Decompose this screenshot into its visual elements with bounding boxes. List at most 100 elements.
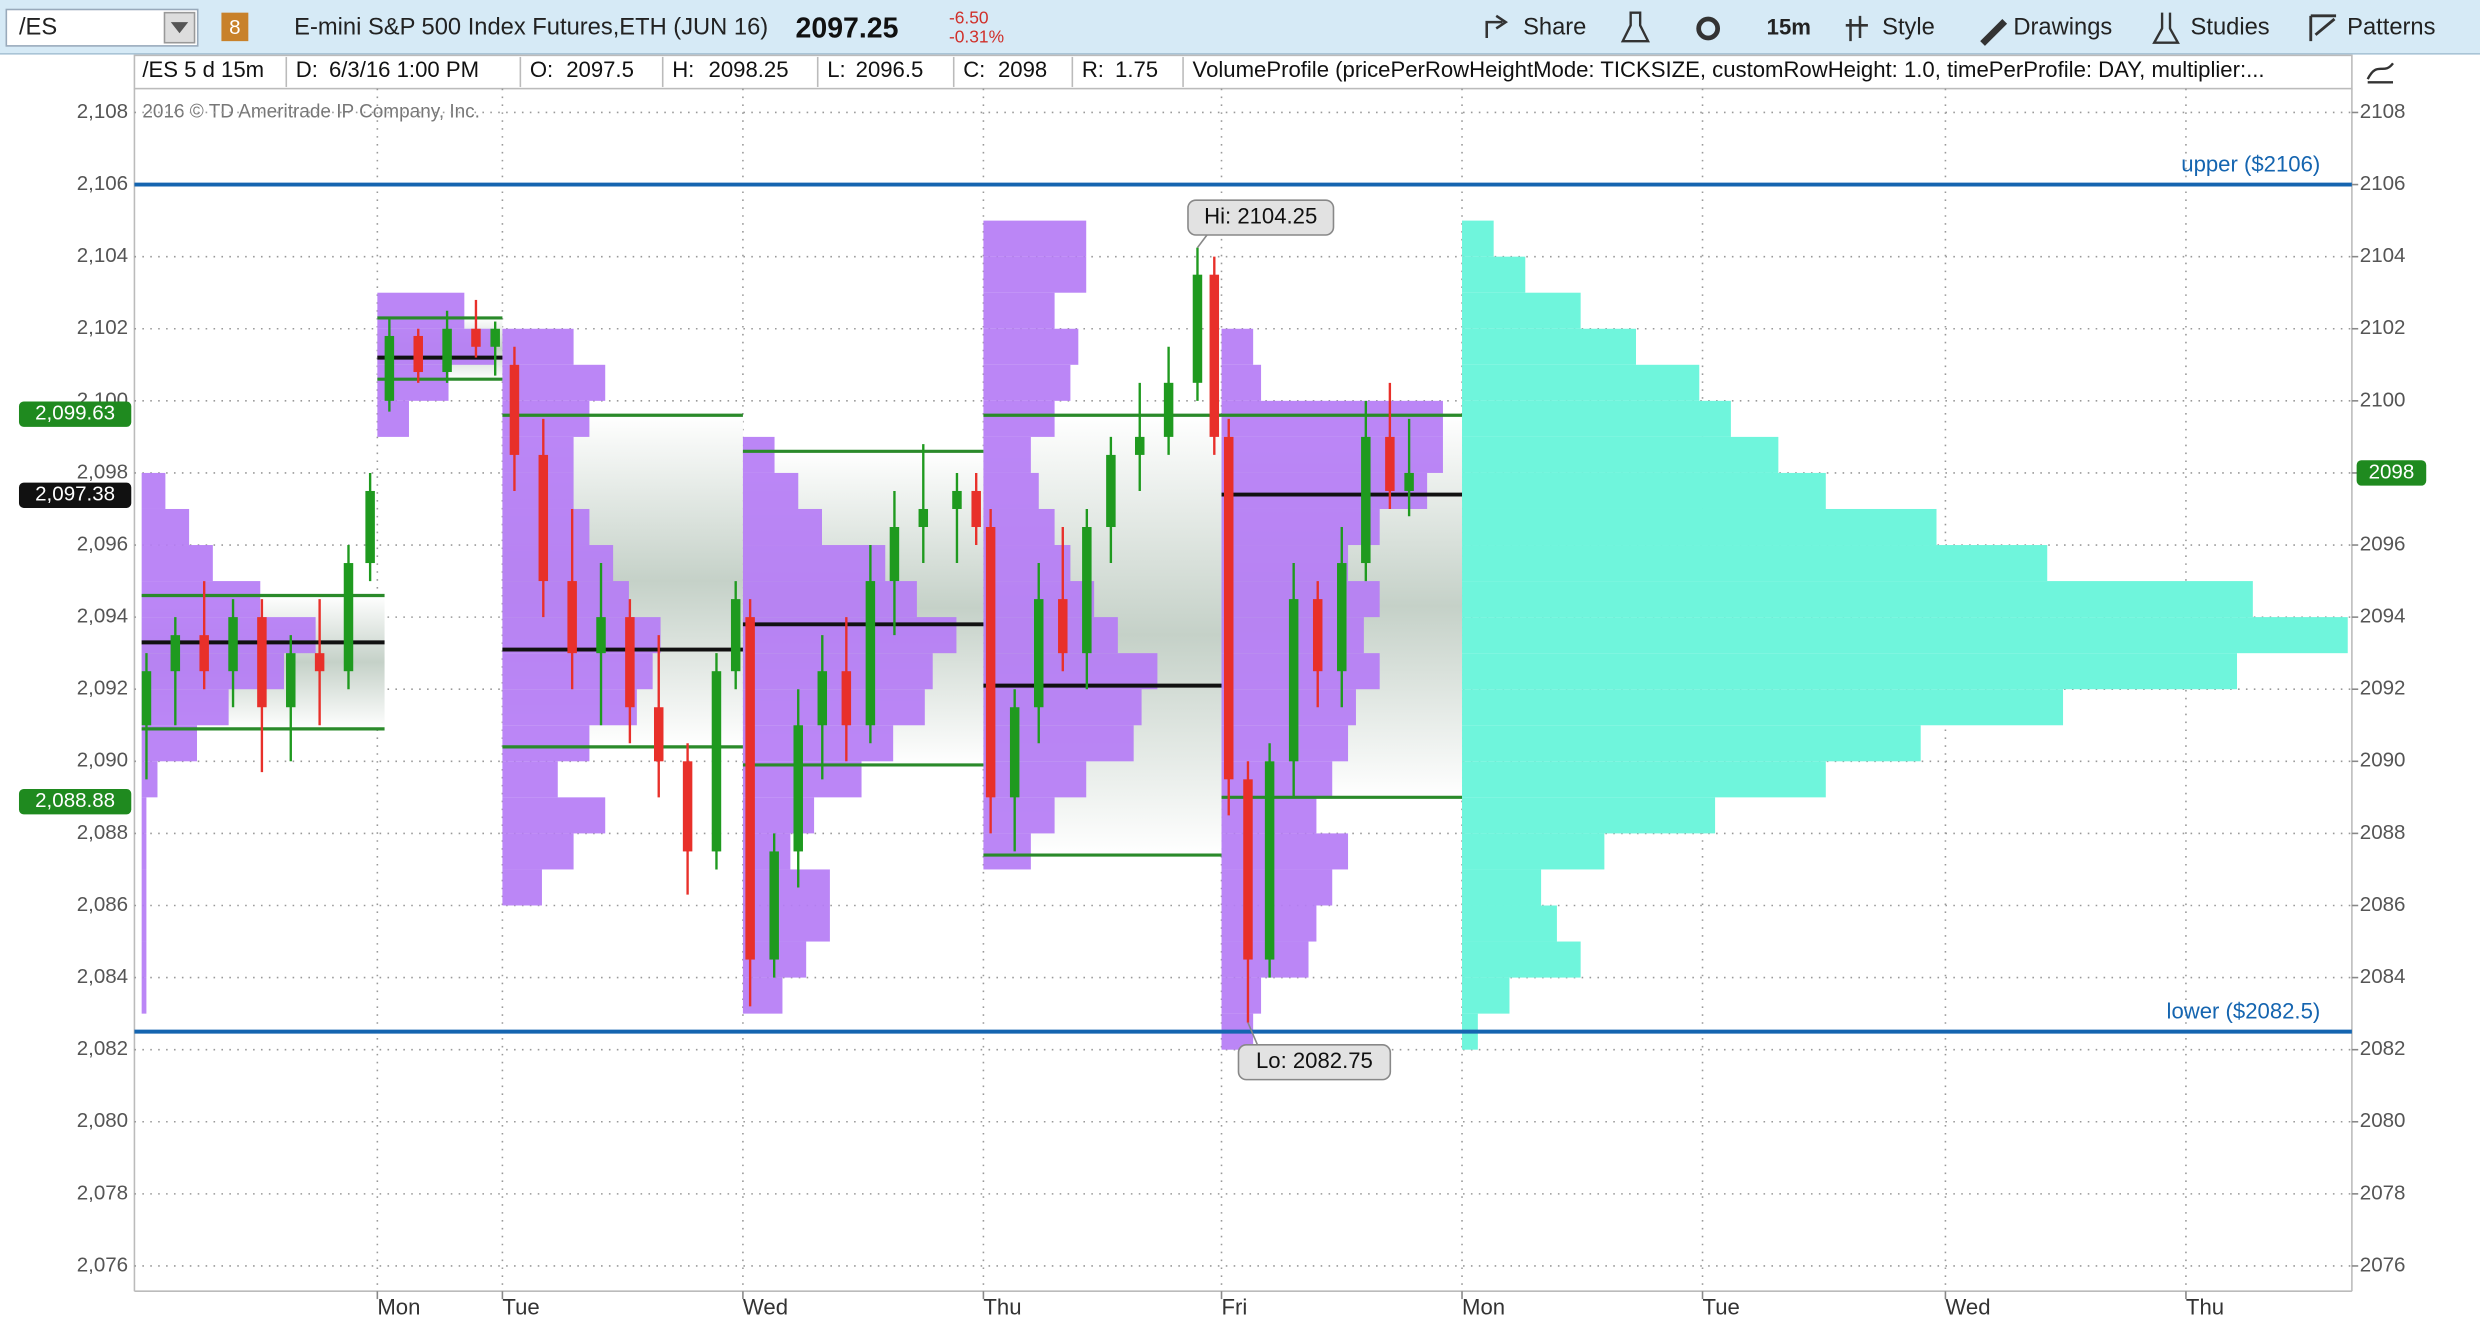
x-tick-label: Mon — [377, 1294, 420, 1319]
candle-body — [711, 671, 722, 852]
y-tick-label: 2,080 — [77, 1109, 128, 1132]
volume-row — [983, 617, 1118, 654]
volume-row — [1462, 761, 1826, 798]
volume-row — [1462, 977, 1510, 1014]
price-marker — [18, 482, 132, 508]
right-price-marker — [2356, 460, 2427, 486]
field-label: R: — [1082, 57, 1104, 82]
field-label: H: — [672, 57, 694, 82]
volume-row — [1462, 256, 1526, 293]
y2-tick-label: 2108 — [2360, 100, 2406, 123]
candle-body — [918, 508, 929, 528]
candle-body — [1385, 436, 1395, 491]
annotation-box — [1237, 1044, 1392, 1081]
timeframe-button[interactable]: 15m — [1767, 14, 1811, 39]
info-fields: D: 6/3/16 1:00 PM O: 2097.5 H: 2098.25 L: 2096.… — [285, 56, 1184, 88]
volume-row — [1221, 761, 1333, 798]
volume-row — [1221, 581, 1380, 618]
volume-row — [742, 581, 917, 618]
volume-row — [742, 472, 799, 509]
volume-row — [141, 905, 147, 942]
change-pct: -0.31% — [949, 27, 1004, 47]
volume-row — [742, 869, 830, 906]
volume-row — [983, 220, 1087, 257]
chart-id: /ES 5 d 15m — [142, 57, 264, 82]
volume-row — [1462, 941, 1581, 978]
volume-row — [1221, 833, 1349, 870]
y-tick-label: 2,076 — [77, 1253, 128, 1276]
volume-row — [502, 797, 606, 834]
candle-body — [442, 328, 452, 373]
candle-body — [865, 581, 876, 726]
volume-row — [742, 545, 886, 582]
y-tick-label: 2,088 — [77, 821, 128, 844]
candle-body — [413, 335, 423, 373]
volume-row — [141, 833, 147, 870]
volume-row — [983, 689, 1142, 726]
drawings-button[interactable]: Drawings — [2013, 15, 2112, 41]
volume-row — [1221, 977, 1262, 1014]
volume-row — [1462, 400, 1731, 437]
y2-tick-label: 2086 — [2360, 893, 2406, 916]
volume-row — [983, 256, 1087, 293]
volume-row — [141, 941, 147, 978]
x-tick-label: Mon — [1462, 1294, 1505, 1319]
field-value: 1.75 — [1115, 57, 1158, 82]
annotation-label: Hi: 2104.25 — [1204, 203, 1317, 228]
volume-row — [1462, 508, 1937, 546]
share-button[interactable]: Share — [1523, 15, 1586, 41]
price-marker — [18, 789, 132, 815]
candle-body — [567, 581, 577, 654]
volume-row — [141, 689, 229, 726]
level-label: lower ($2082.5) — [2167, 999, 2321, 1024]
volume-row — [377, 292, 465, 329]
last-price: 2097.25 — [796, 13, 899, 45]
candle-body — [1135, 436, 1145, 455]
candle-body — [952, 490, 962, 509]
volume-row — [502, 689, 637, 726]
volume-row — [141, 869, 147, 906]
studies-button[interactable]: Studies — [2191, 15, 2270, 41]
field-label: L: — [827, 57, 845, 82]
link-group-box[interactable] — [221, 12, 249, 42]
volume-row — [1221, 364, 1262, 401]
volume-row — [742, 905, 830, 942]
volume-row — [742, 689, 925, 726]
candle-body — [985, 527, 996, 798]
y2-tick-label: 2080 — [2360, 1109, 2406, 1132]
style-button[interactable]: Style — [1882, 15, 1935, 41]
y-tick-label: 2,108 — [77, 100, 128, 123]
candle-body — [682, 761, 693, 852]
candle-body — [1223, 436, 1234, 780]
volume-row — [1221, 653, 1380, 690]
patterns-button[interactable]: Patterns — [2347, 15, 2435, 41]
volume-row — [141, 797, 147, 834]
candle-body — [793, 725, 803, 852]
candle-body — [841, 671, 852, 726]
candle-body — [1106, 454, 1116, 528]
volume-row — [983, 364, 1071, 401]
plot — [134, 88, 2352, 1292]
candle-body — [1288, 599, 1299, 762]
volume-row — [983, 725, 1134, 762]
change: -6.50 — [949, 8, 989, 28]
axis-icon[interactable] — [2366, 62, 2394, 84]
lab-icon[interactable] — [1620, 11, 1650, 43]
studies-icon — [2152, 12, 2180, 44]
candle-body — [745, 617, 755, 960]
candle-body — [1163, 382, 1174, 437]
candle-body — [1361, 436, 1371, 564]
link-group: 8 — [229, 16, 240, 39]
patterns-icon — [2309, 14, 2337, 42]
x-tick-label: Wed — [743, 1294, 788, 1319]
candle-body — [141, 671, 152, 726]
volume-row — [983, 761, 1087, 798]
volume-row — [1462, 725, 1921, 762]
y2-tick-label: 2104 — [2360, 244, 2406, 267]
candle-body — [538, 454, 549, 582]
volume-row — [1221, 328, 1254, 365]
volume-row — [1462, 689, 2064, 726]
settings-icon[interactable] — [1696, 16, 1721, 41]
study-label: VolumeProfile (pricePerRowHeightMode: TI… — [1193, 57, 2265, 82]
